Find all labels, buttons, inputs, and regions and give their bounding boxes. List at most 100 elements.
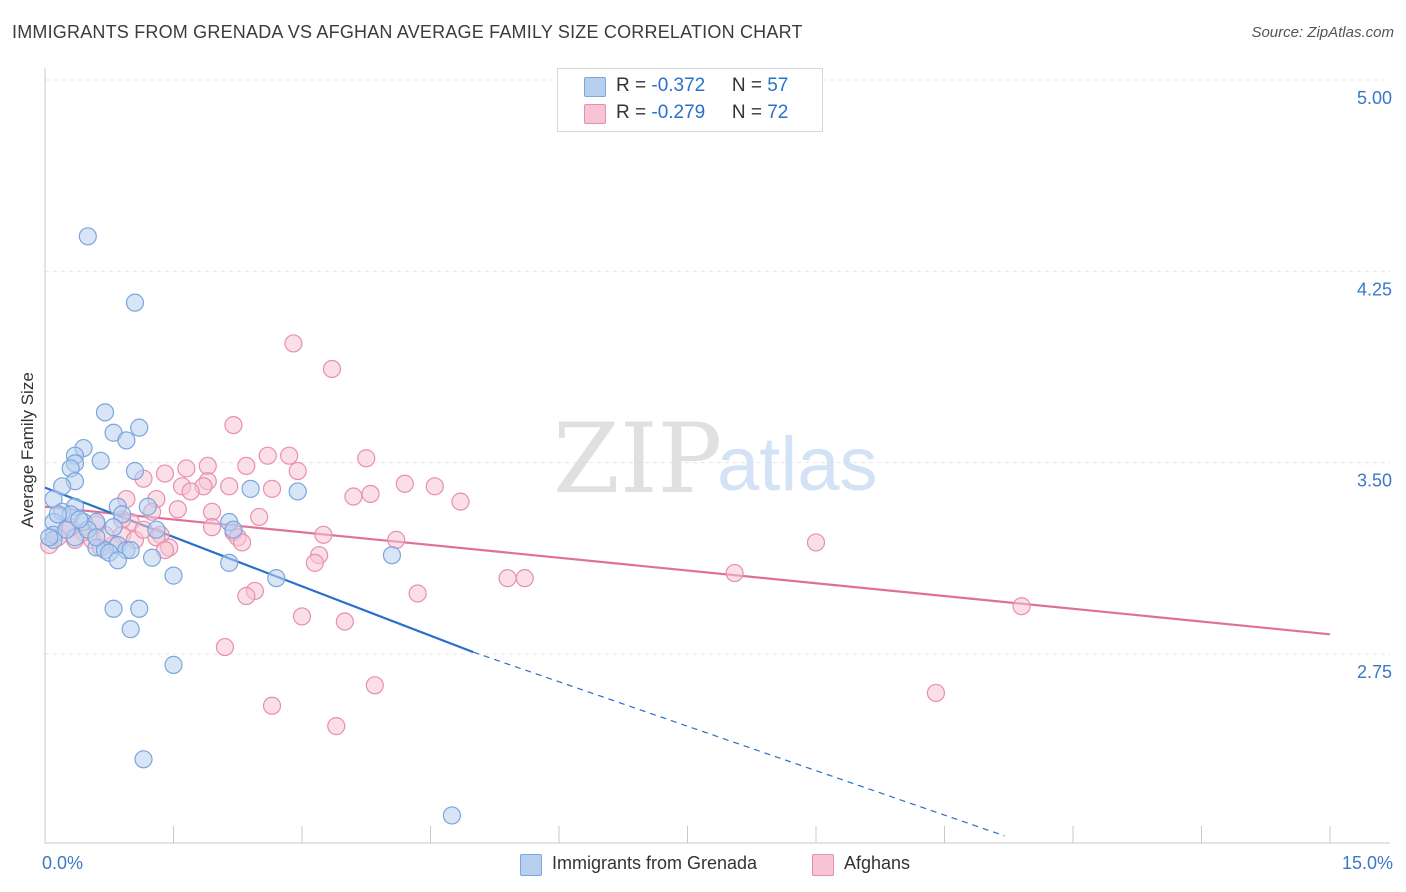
point-afghans [202,518,222,537]
trend-line-afghans [44,505,1331,636]
legend-n-value: 72 [767,102,789,123]
legend-r-label: R = [616,102,652,123]
point-grenada [40,528,59,547]
legend-label: Afghans [844,853,911,873]
y-tick-label: 3.50 [1357,471,1392,491]
x-tick-label: 0.0% [42,853,83,873]
point-afghans [365,676,384,695]
point-grenada [164,566,183,585]
point-afghans [220,477,239,496]
trend-line-grenada-extension [473,651,1005,837]
point-afghans [262,479,282,498]
point-afghans [155,464,175,483]
point-afghans [357,449,376,468]
legend-label: Immigrants from Grenada [552,853,758,873]
axes [44,68,1390,844]
point-afghans [408,584,427,603]
point-grenada [164,655,183,674]
point-grenada [95,403,115,422]
legend-swatch-blue [584,77,606,97]
point-afghans [515,569,534,588]
point-afghans [202,502,222,521]
point-afghans [198,456,217,476]
point-grenada [108,551,127,570]
point-afghans [280,446,299,465]
point-afghans [284,334,303,353]
legend-swatch-pink [812,854,834,876]
point-grenada [70,510,89,529]
point-grenada [78,227,97,246]
y-axis-label-wrap: Average Family Size [8,300,48,600]
point-grenada [142,548,162,567]
point-grenada [125,461,145,481]
point-afghans [425,477,444,496]
point-afghans [215,637,234,657]
point-afghans [292,607,312,626]
y-tick-label: 4.25 [1357,279,1392,299]
point-afghans [177,459,196,478]
y-tick-label: 5.00 [1357,88,1392,108]
legend-swatch-pink [584,104,606,124]
point-afghans [395,474,414,493]
point-afghans [168,500,187,519]
watermark-zip: ZIP [553,403,722,515]
point-afghans [237,456,256,476]
point-grenada [117,431,136,450]
grid-lines [45,79,1390,655]
legend-n-value: 57 [767,75,789,96]
x-tick-label: 15.0% [1342,853,1393,873]
y-axis-label: Average Family Size [18,372,37,528]
point-grenada [48,505,67,524]
point-afghans [288,461,307,481]
stats-legend: R = -0.372 N = 57 R = -0.279 N = 72 [557,68,823,132]
legend-n-label: N = [731,75,768,96]
point-afghans [725,563,744,583]
point-grenada [442,806,462,825]
point-grenada [288,482,307,501]
point-afghans [361,484,380,504]
legend-r-label: R = [616,75,652,96]
point-grenada [241,479,260,498]
point-afghans [262,696,282,715]
point-grenada [382,546,402,565]
point-grenada [134,750,153,769]
point-afghans [181,482,200,501]
point-afghans [926,683,946,703]
source-note: Source: ZipAtlas.com [1251,24,1394,41]
series-legend: Immigrants from Grenada Afghans [0,853,1406,877]
watermark-atlas: atlas [717,422,878,507]
point-afghans [258,446,277,465]
point-afghans [305,553,324,572]
point-grenada [104,599,123,618]
point-grenada [91,451,110,470]
legend-n-label: N = [731,102,768,123]
chart-title: IMMIGRANTS FROM GRENADA VS AFGHAN AVERAG… [12,22,803,42]
point-afghans [237,586,256,606]
point-grenada [121,540,140,560]
point-grenada [125,293,145,312]
point-grenada [130,599,149,618]
point-afghans [327,717,346,736]
point-afghans [224,415,243,435]
point-afghans [451,492,470,511]
legend-swatch-blue [520,854,542,876]
point-afghans [335,612,354,631]
point-grenada [267,569,286,588]
legend-r-value: -0.372 [651,75,706,96]
tick-labels: 2.75 3.50 4.25 5.00 0.0% 15.0% [42,88,1393,873]
point-grenada [220,553,239,572]
legend-r-value: -0.279 [651,102,706,123]
point-grenada [130,418,149,437]
point-grenada [147,520,166,539]
point-grenada [224,520,243,539]
point-afghans [344,487,363,506]
point-afghans [387,530,406,549]
point-grenada [104,518,123,537]
point-grenada [53,477,72,496]
point-grenada [112,505,132,524]
point-afghans [806,533,826,552]
point-grenada [138,497,157,516]
point-afghans [1012,597,1031,616]
